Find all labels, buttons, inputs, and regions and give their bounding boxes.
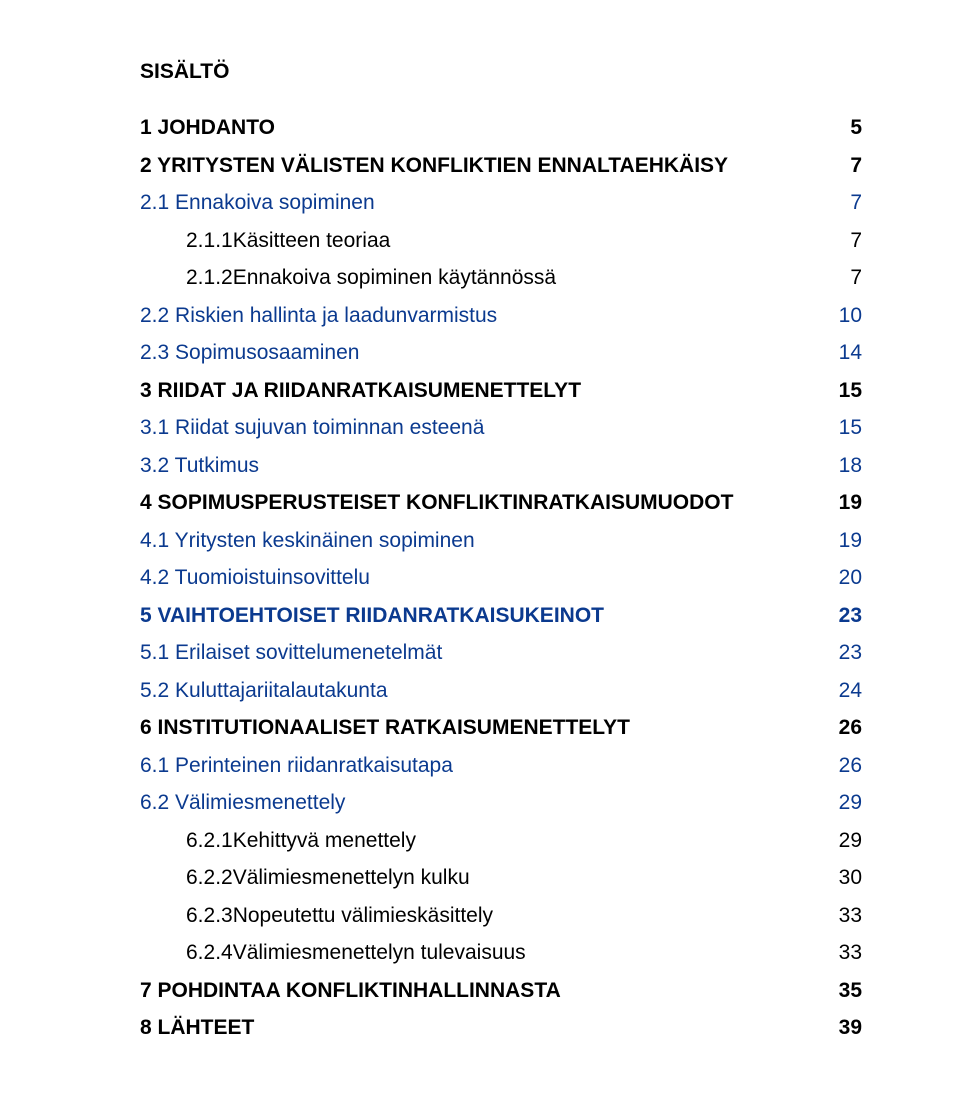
toc-row: 6.2.4Välimiesmenettelyn tulevaisuus33: [186, 937, 862, 969]
toc-row: 6 INSTITUTIONAALISET RATKAISUMENETTELYT2…: [140, 712, 862, 744]
toc-page-number: 24: [822, 675, 862, 707]
toc-row: 6.1 Perinteinen riidanratkaisutapa26: [140, 750, 862, 782]
toc-label: 4 SOPIMUSPERUSTEISET KONFLIKTINRATKAISUM…: [140, 487, 822, 519]
toc-page-number: 19: [822, 487, 862, 519]
toc-page-number: 26: [822, 712, 862, 744]
toc-label: 5.2 Kuluttajariitalautakunta: [140, 675, 822, 707]
toc-row: 5.2 Kuluttajariitalautakunta24: [140, 675, 862, 707]
toc-label: 1 JOHDANTO: [140, 112, 822, 144]
toc-page-number: 10: [822, 300, 862, 332]
toc-label: 2 YRITYSTEN VÄLISTEN KONFLIKTIEN ENNALTA…: [140, 150, 822, 182]
toc-label: 6.2.1Kehittyvä menettely: [186, 825, 822, 857]
toc-label: 6.2.4Välimiesmenettelyn tulevaisuus: [186, 937, 822, 969]
toc-row: 2.2 Riskien hallinta ja laadunvarmistus1…: [140, 300, 862, 332]
toc-page-number: 29: [822, 787, 862, 819]
toc-label: 2.2 Riskien hallinta ja laadunvarmistus: [140, 300, 822, 332]
toc-label: 4.1 Yritysten keskinäinen sopiminen: [140, 525, 822, 557]
toc-page-number: 23: [822, 600, 862, 632]
toc-label: 4.2 Tuomioistuinsovittelu: [140, 562, 822, 594]
toc-row: 6.2.2Välimiesmenettelyn kulku30: [186, 862, 862, 894]
toc-page-number: 29: [822, 825, 862, 857]
toc-row: 2.1 Ennakoiva sopiminen7: [140, 187, 862, 219]
toc-page-number: 19: [822, 525, 862, 557]
toc-page-number: 14: [822, 337, 862, 369]
toc-page-number: 18: [822, 450, 862, 482]
toc-label: 8 LÄHTEET: [140, 1012, 822, 1044]
toc-label: 5.1 Erilaiset sovittelumenetelmät: [140, 637, 822, 669]
toc-label: 7 POHDINTAA KONFLIKTINHALLINNASTA: [140, 975, 822, 1007]
toc-label: 6 INSTITUTIONAALISET RATKAISUMENETTELYT: [140, 712, 822, 744]
toc-page-number: 35: [822, 975, 862, 1007]
toc-row: 6.2 Välimiesmenettely29: [140, 787, 862, 819]
toc-row: 6.2.3Nopeutettu välimieskäsittely33: [186, 900, 862, 932]
toc-row: 3.2 Tutkimus18: [140, 450, 862, 482]
toc-page-number: 15: [822, 375, 862, 407]
toc-label: 3.2 Tutkimus: [140, 450, 822, 482]
toc-row: 8 LÄHTEET39: [140, 1012, 862, 1044]
toc-page-number: 7: [822, 187, 862, 219]
toc-row: 2 YRITYSTEN VÄLISTEN KONFLIKTIEN ENNALTA…: [140, 150, 862, 182]
toc-page-number: 15: [822, 412, 862, 444]
toc-label: 6.2.2Välimiesmenettelyn kulku: [186, 862, 822, 894]
toc-page-number: 7: [822, 225, 862, 257]
toc-label: 2.3 Sopimusosaaminen: [140, 337, 822, 369]
toc-page-number: 7: [822, 150, 862, 182]
toc-label: 5 VAIHTOEHTOISET RIIDANRATKAISUKEINOT: [140, 600, 822, 632]
toc-row: 4 SOPIMUSPERUSTEISET KONFLIKTINRATKAISUM…: [140, 487, 862, 519]
toc-page-number: 5: [822, 112, 862, 144]
toc-row: 6.2.1Kehittyvä menettely29: [186, 825, 862, 857]
toc-row: 4.2 Tuomioistuinsovittelu20: [140, 562, 862, 594]
toc-row: 2.1.1Käsitteen teoriaa7: [186, 225, 862, 257]
toc-page-number: 20: [822, 562, 862, 594]
toc-row: 3 RIIDAT JA RIIDANRATKAISUMENETTELYT15: [140, 375, 862, 407]
toc-row: 1 JOHDANTO5: [140, 112, 862, 144]
toc-row: 5 VAIHTOEHTOISET RIIDANRATKAISUKEINOT23: [140, 600, 862, 632]
toc-label: 6.1 Perinteinen riidanratkaisutapa: [140, 750, 822, 782]
toc-row: 4.1 Yritysten keskinäinen sopiminen19: [140, 525, 862, 557]
toc-label: 6.2.3Nopeutettu välimieskäsittely: [186, 900, 822, 932]
toc-label: 3.1 Riidat sujuvan toiminnan esteenä: [140, 412, 822, 444]
toc-entries: 1 JOHDANTO52 YRITYSTEN VÄLISTEN KONFLIKT…: [140, 112, 862, 1044]
toc-page-number: 7: [822, 262, 862, 294]
toc-label: 6.2 Välimiesmenettely: [140, 787, 822, 819]
toc-page-number: 30: [822, 862, 862, 894]
toc-page-number: 26: [822, 750, 862, 782]
toc-row: 2.3 Sopimusosaaminen14: [140, 337, 862, 369]
toc-row: 3.1 Riidat sujuvan toiminnan esteenä15: [140, 412, 862, 444]
toc-label: 2.1.2Ennakoiva sopiminen käytännössä: [186, 262, 822, 294]
toc-label: 2.1 Ennakoiva sopiminen: [140, 187, 822, 219]
toc-page-number: 23: [822, 637, 862, 669]
toc-row: 7 POHDINTAA KONFLIKTINHALLINNASTA35: [140, 975, 862, 1007]
toc-page-number: 33: [822, 937, 862, 969]
toc-row: 5.1 Erilaiset sovittelumenetelmät23: [140, 637, 862, 669]
toc-title: SISÄLTÖ: [140, 60, 862, 84]
toc-label: 3 RIIDAT JA RIIDANRATKAISUMENETTELYT: [140, 375, 822, 407]
toc-label: 2.1.1Käsitteen teoriaa: [186, 225, 822, 257]
toc-row: 2.1.2Ennakoiva sopiminen käytännössä7: [186, 262, 862, 294]
toc-page-number: 33: [822, 900, 862, 932]
toc-page-number: 39: [822, 1012, 862, 1044]
